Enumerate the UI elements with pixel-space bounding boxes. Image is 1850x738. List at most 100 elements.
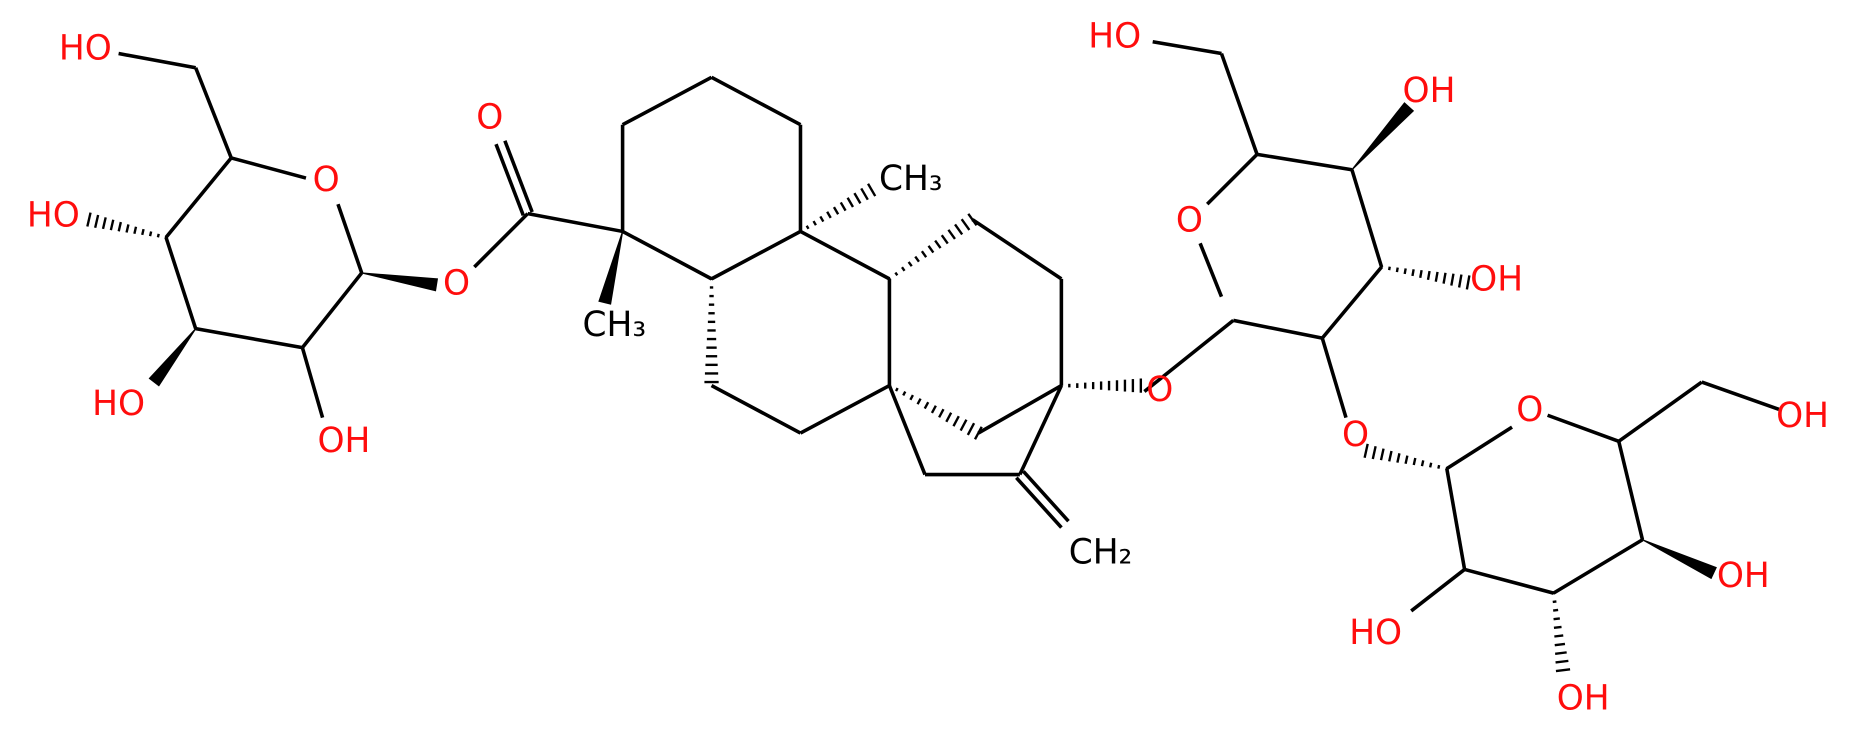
bond xyxy=(1553,608,1559,612)
bond xyxy=(1445,468,1467,570)
atom-label: O xyxy=(313,160,340,200)
bond xyxy=(710,75,802,127)
bond xyxy=(1426,270,1431,280)
bond xyxy=(1419,269,1423,279)
bond xyxy=(914,255,920,263)
bond xyxy=(1387,266,1391,271)
bond xyxy=(1320,265,1383,340)
bond xyxy=(1371,445,1377,460)
bond xyxy=(1464,567,1554,595)
bond xyxy=(101,217,107,230)
bond xyxy=(117,221,122,232)
bond xyxy=(812,220,817,226)
bond xyxy=(1554,642,1566,647)
bond xyxy=(909,394,914,401)
bond xyxy=(1410,568,1466,613)
atom-label: HO xyxy=(1088,17,1141,57)
bond xyxy=(1404,455,1409,465)
bond xyxy=(1546,413,1620,444)
bond xyxy=(832,206,840,215)
atom-label: OH xyxy=(1717,556,1770,596)
bond xyxy=(230,156,307,180)
bond xyxy=(156,233,160,238)
bond xyxy=(1219,52,1259,155)
bond xyxy=(971,218,1063,281)
bond xyxy=(902,391,907,396)
bond xyxy=(1553,625,1562,630)
atom-labels: HO O HO O O HO OH CH₃ CH₃ HO OH O OH O O… xyxy=(27,17,1829,719)
bond xyxy=(907,261,913,267)
bond xyxy=(1442,272,1447,284)
atom-label: O xyxy=(1516,390,1543,430)
bond xyxy=(1434,271,1439,282)
bond xyxy=(621,75,713,127)
bond xyxy=(916,398,922,405)
atom-label: O xyxy=(1176,200,1203,240)
bond xyxy=(1363,443,1369,459)
atom-label: HO xyxy=(92,384,145,424)
bond xyxy=(1457,274,1463,288)
bond xyxy=(952,415,960,427)
atom-label: CH₃ xyxy=(582,305,646,345)
bond xyxy=(710,384,802,435)
bond xyxy=(109,219,115,231)
bond xyxy=(86,212,92,227)
atom-label: OH xyxy=(317,421,370,461)
bond xyxy=(361,272,439,292)
bond xyxy=(336,203,364,274)
atom-label: CH₃ xyxy=(879,159,943,199)
bond xyxy=(1617,380,1703,443)
bond xyxy=(839,201,847,212)
bond xyxy=(959,419,968,432)
atom-label: CH₂ xyxy=(1069,533,1133,573)
bond xyxy=(1555,651,1567,655)
bond xyxy=(1015,476,1063,529)
bond xyxy=(1412,457,1417,466)
bond xyxy=(141,228,145,236)
bond xyxy=(1396,453,1401,463)
bond xyxy=(887,384,927,476)
bond xyxy=(1351,102,1415,171)
bond xyxy=(1437,464,1441,469)
bond xyxy=(118,51,196,70)
bond xyxy=(853,192,862,204)
bond xyxy=(1420,460,1425,467)
bond xyxy=(148,328,197,387)
bond xyxy=(503,140,534,213)
bond xyxy=(977,384,1063,435)
bond xyxy=(867,183,877,197)
bond xyxy=(1553,617,1560,621)
bond xyxy=(1428,462,1433,468)
bond xyxy=(1465,275,1471,290)
bond xyxy=(164,236,198,330)
bond xyxy=(901,266,906,272)
atom-label: OH xyxy=(1557,678,1610,718)
bond xyxy=(923,401,930,410)
bond xyxy=(1642,539,1717,580)
bond xyxy=(1256,152,1353,172)
bond xyxy=(819,215,825,223)
bond xyxy=(710,229,802,281)
bond xyxy=(1022,470,1070,523)
bond xyxy=(164,156,233,239)
bond xyxy=(94,214,100,228)
bond xyxy=(1411,269,1415,277)
bond xyxy=(799,229,891,281)
bond xyxy=(960,218,971,231)
atom-label: O xyxy=(476,97,503,137)
bond xyxy=(195,326,303,350)
atom-label: O xyxy=(1342,415,1369,455)
bond xyxy=(930,405,937,414)
bond xyxy=(920,250,928,258)
bond xyxy=(860,187,869,201)
bond xyxy=(1403,268,1407,275)
bond xyxy=(1701,380,1780,411)
bond xyxy=(194,67,233,159)
atom-label: OH xyxy=(1470,260,1523,300)
bond xyxy=(1205,153,1259,206)
bond xyxy=(1552,538,1644,595)
bond xyxy=(1554,634,1564,638)
bond xyxy=(846,197,855,208)
bond xyxy=(598,231,624,305)
